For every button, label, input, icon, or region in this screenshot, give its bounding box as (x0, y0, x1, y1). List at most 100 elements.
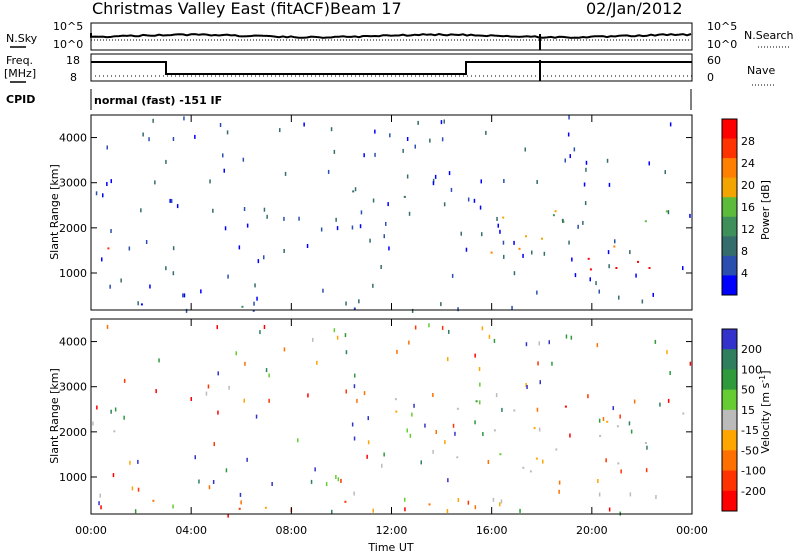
noise-cell-power-109 (320, 227, 323, 232)
noise-cell-power-76 (569, 154, 571, 159)
echo-cell-vel-5-3 (599, 434, 602, 437)
noise-cell-power-90 (110, 179, 112, 184)
noise-cell-vel-71 (565, 334, 568, 339)
noise-cell-vel-129 (312, 337, 314, 342)
noise-cell-vel-133 (353, 491, 355, 496)
noise-cell-vel-48 (538, 341, 540, 346)
echo-cell-vel-5-7 (644, 442, 647, 444)
noise-cell-power-131 (219, 123, 222, 127)
noise-cell-power-38 (440, 120, 443, 125)
nave-label: Nave (747, 64, 775, 77)
echo-cell-power-4-12 (554, 210, 557, 213)
velocity-colorbar-label-main: Velocity [m s (759, 382, 772, 453)
noise-cell-power-111 (140, 208, 142, 213)
noise-cell-power-17 (284, 171, 287, 176)
noise-cell-vel-108 (205, 391, 208, 396)
noise-cell-vel-122 (646, 445, 648, 450)
noise-cell-vel-95 (259, 330, 261, 335)
noise-cell-power-87 (480, 179, 482, 184)
echo-cell-power-4-1 (637, 260, 639, 263)
noise-cell-vel-80 (488, 334, 491, 339)
nsearch-trace (90, 37, 691, 41)
noise-cell-power-68 (128, 246, 131, 251)
noise-cell-vel-64 (493, 338, 496, 343)
echo-cell-power-4-3 (502, 216, 505, 219)
noise-cell-power-119 (614, 239, 616, 244)
noise-cell-power-53 (664, 170, 666, 175)
noise-cell-power-42 (254, 283, 256, 288)
noise-cell-power-102 (598, 289, 600, 294)
ytick-label-power-3: 4000 (59, 132, 87, 145)
nsky-tick-top: 10^5 (53, 20, 83, 33)
noise-cell-power-45 (467, 197, 470, 202)
noise-cell-power-156 (573, 147, 576, 152)
colorbar-swatch-power-8 (722, 275, 737, 296)
station-title: Christmas Valley East (fitACF) (92, 0, 330, 18)
noise-cell-vel-43 (446, 509, 449, 513)
noise-cell-power-47 (279, 128, 281, 133)
xtick-label-6: 00:00 (676, 524, 708, 537)
colorbar-swatch-power-2 (722, 158, 737, 179)
noise-cell-power-129 (589, 277, 591, 282)
power-colorbar-label: Power [dB] (759, 180, 772, 240)
noise-cell-vel-111 (479, 382, 481, 387)
xtick-label-0: 00:00 (75, 524, 107, 537)
noise-cell-vel-104 (655, 495, 657, 499)
noise-cell-power-50 (330, 127, 333, 132)
noise-cell-power-32 (149, 284, 151, 289)
noise-cell-power-29 (283, 216, 285, 221)
noise-cell-power-4 (360, 210, 363, 215)
noise-cell-power-73 (465, 247, 468, 252)
noise-cell-power-54 (562, 218, 564, 223)
echo-cell-vel-5-1 (499, 453, 502, 456)
noise-cell-vel-99 (441, 325, 444, 330)
velocity-colorbar-label-end: ] (759, 370, 772, 374)
noise-cell-power-127 (372, 283, 374, 288)
echo-cell-vel-5-0 (522, 466, 525, 469)
noise-cell-power-34 (513, 240, 515, 245)
echo-cell-power-4-4 (648, 267, 651, 269)
colorbar-swatch-power-6 (722, 236, 737, 257)
noise-cell-vel-68 (207, 384, 210, 389)
noise-cell-power-20 (243, 207, 246, 211)
noise-cell-power-65 (585, 160, 588, 165)
echo-cell-vel-6-3 (264, 506, 267, 509)
noise-cell-vel-62 (420, 460, 422, 465)
xtick-label-5: 20:00 (576, 524, 608, 537)
cpid-label: CPID (6, 93, 35, 106)
noise-cell-vel-88 (100, 505, 102, 510)
noise-cell-vel-46 (597, 479, 599, 483)
noise-cell-power-15 (608, 264, 610, 269)
noise-cell-vel-146 (500, 499, 503, 504)
noise-cell-vel-91 (667, 398, 670, 403)
noise-cell-vel-98 (367, 440, 370, 445)
noise-cell-vel-144 (492, 497, 495, 502)
nsky-tick-bottom: 10^0 (53, 38, 83, 51)
echo-cell-vel-6-1 (428, 503, 431, 506)
noise-cell-power-142 (322, 288, 324, 293)
noise-cell-power-10 (689, 213, 691, 218)
noise-cell-power-143 (372, 198, 375, 203)
colorbar-swatch-power-7 (722, 255, 737, 276)
noise-cell-vel-101 (474, 505, 477, 510)
noise-cell-power-5 (266, 214, 268, 219)
noise-cell-vel-53 (435, 430, 437, 434)
noise-cell-power-62 (571, 257, 573, 262)
noise-cell-power-26 (238, 245, 241, 250)
power-ylabel: Slant Range [km] (48, 164, 61, 260)
noise-cell-power-145 (102, 193, 104, 198)
noise-cell-vel-41 (558, 480, 561, 485)
noise-cell-vel-138 (235, 351, 237, 356)
noise-cell-power-95 (223, 168, 225, 173)
nsearch-label: N.Search (744, 29, 794, 42)
noise-cell-vel-49 (110, 409, 112, 414)
noise-cell-vel-74 (228, 385, 230, 390)
noise-cell-vel-81 (331, 509, 333, 514)
noise-cell-power-2 (414, 144, 416, 149)
noise-cell-power-13 (652, 292, 654, 297)
ytick-label-power-2: 3000 (59, 177, 87, 190)
noise-cell-vel-9 (345, 350, 348, 355)
noise-cell-vel-128 (246, 457, 248, 462)
noise-cell-power-79 (496, 217, 498, 221)
